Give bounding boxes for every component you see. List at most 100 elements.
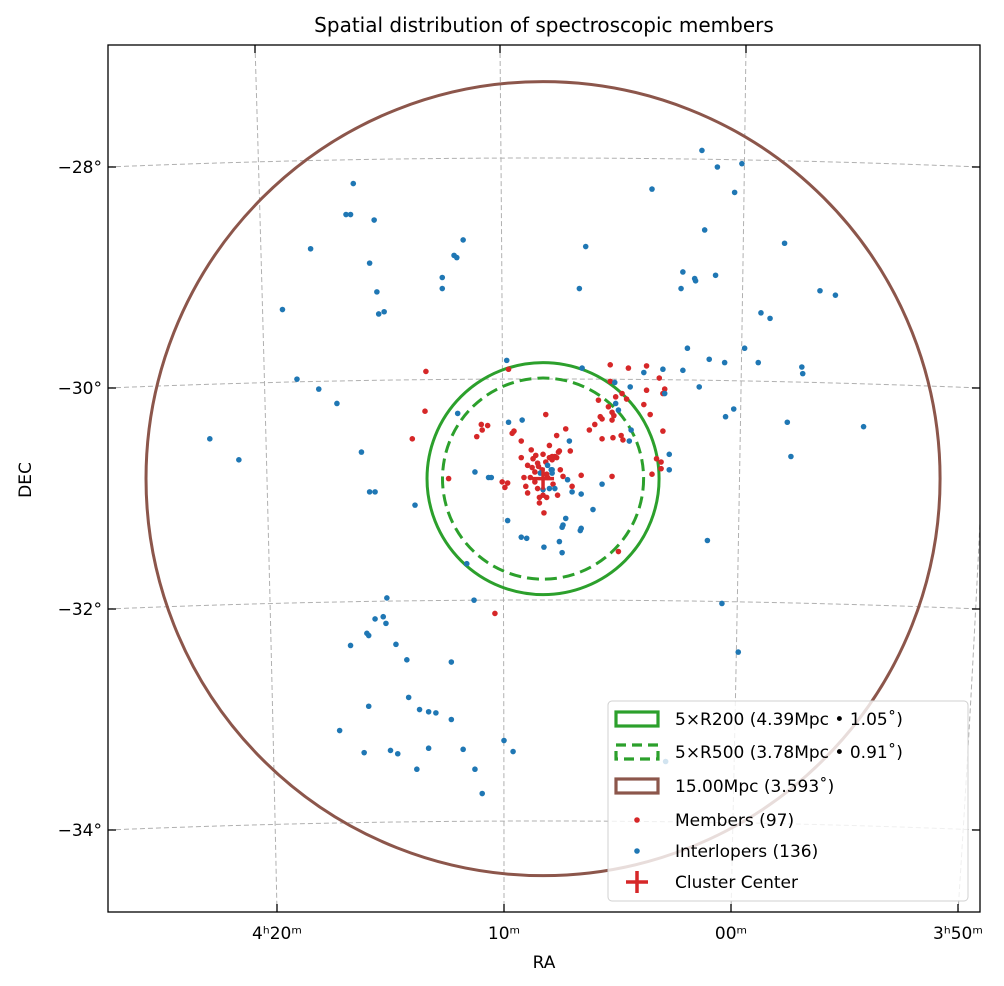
x-axis-label: RA (533, 953, 556, 973)
interloper-point (722, 413, 729, 420)
legend-swatch (614, 777, 660, 795)
member-point (521, 474, 527, 481)
member-point (618, 432, 624, 439)
interloper-point (739, 160, 745, 167)
member-point (534, 485, 541, 492)
legend-label: Members (97) (675, 811, 794, 831)
member-point (423, 368, 429, 375)
member-point (656, 375, 663, 381)
interloper-point (425, 745, 432, 752)
interloper-point (207, 436, 213, 442)
radius-circle-5xr200 (425, 361, 661, 597)
interloper-point (692, 278, 699, 284)
interloper-point (784, 419, 791, 426)
interloper-point (611, 379, 618, 386)
interloper-point (519, 417, 525, 423)
interloper-point (503, 357, 510, 364)
y-tick-label: −30° (58, 379, 102, 399)
member-point (409, 436, 416, 442)
interloper-point (433, 710, 439, 716)
legend-label: 5×R500 (3.78Mpc • 0.91˚) (675, 742, 903, 763)
member-point (518, 438, 525, 444)
interloper-point (860, 423, 867, 430)
interloper-point (405, 694, 412, 701)
interloper-point (799, 364, 805, 370)
interloper-point (472, 766, 478, 773)
member-point (502, 484, 508, 491)
member-point (643, 387, 650, 394)
interloper-point (358, 449, 365, 455)
member-point (535, 463, 542, 470)
interloper-point (730, 406, 737, 412)
interloper-point (559, 549, 565, 556)
interloper-point (661, 390, 668, 397)
interloper-point (350, 180, 357, 187)
member-point (647, 411, 653, 418)
interloper-point (380, 613, 387, 620)
interloper-point (334, 400, 340, 407)
member-point (553, 432, 560, 439)
member-point (492, 610, 498, 617)
member-point (541, 510, 547, 516)
interloper-point (315, 386, 322, 392)
interloper-point (721, 359, 728, 366)
radius-circle-15mpc (144, 80, 942, 878)
interloper-point (523, 535, 530, 542)
member-point (505, 366, 512, 373)
interloper-point (384, 595, 390, 601)
member-point (422, 408, 428, 415)
legend-box (607, 700, 969, 902)
chart-title: Spatial distribution of spectroscopic me… (314, 13, 774, 37)
interloper-point (463, 560, 470, 567)
member-point (555, 449, 562, 455)
interloper-point (680, 367, 686, 374)
member-point (473, 433, 480, 440)
member-point (567, 448, 574, 454)
member-point (543, 494, 550, 501)
member-point (550, 481, 556, 487)
member-point (536, 500, 543, 506)
member-point (611, 412, 617, 419)
member-point (532, 479, 538, 485)
interloper-point (767, 315, 773, 322)
interloper-point (414, 766, 420, 773)
member-point (660, 428, 666, 434)
member-point (592, 421, 598, 428)
legend-swatch (614, 710, 660, 728)
interloper-point (832, 292, 839, 298)
interloper-point (666, 466, 673, 473)
interloper-point (488, 474, 495, 481)
member-point (578, 472, 584, 479)
interloper-point (453, 254, 460, 261)
interloper-point (612, 400, 619, 407)
interloper-point (366, 489, 373, 495)
member-point (478, 421, 485, 428)
interloper-point (375, 311, 382, 317)
legend-swatch (614, 743, 660, 761)
interloper-point (628, 427, 634, 433)
member-point (532, 469, 538, 475)
member-point (562, 426, 569, 432)
interloper-point (706, 356, 713, 363)
interloper-point (552, 485, 558, 492)
interloper-point (501, 737, 507, 744)
dec-gridline (108, 378, 980, 389)
interloper-point (582, 243, 589, 250)
member-point (658, 459, 664, 465)
interloper-point (343, 211, 349, 218)
x-tick-label: 10ᵐ (488, 924, 520, 944)
member-point (540, 451, 546, 458)
member-point (528, 447, 535, 453)
interloper-point (649, 186, 655, 192)
interloper-point (799, 370, 806, 377)
member-point (605, 403, 612, 410)
member-point (542, 411, 549, 418)
member-point (607, 378, 614, 385)
interloper-point (374, 289, 380, 295)
interloper-point (365, 703, 372, 710)
member-point (527, 474, 534, 481)
interloper-point (372, 616, 378, 622)
interloper-point (404, 657, 410, 663)
interloper-point (439, 274, 446, 281)
ra-gridline (254, 45, 278, 912)
